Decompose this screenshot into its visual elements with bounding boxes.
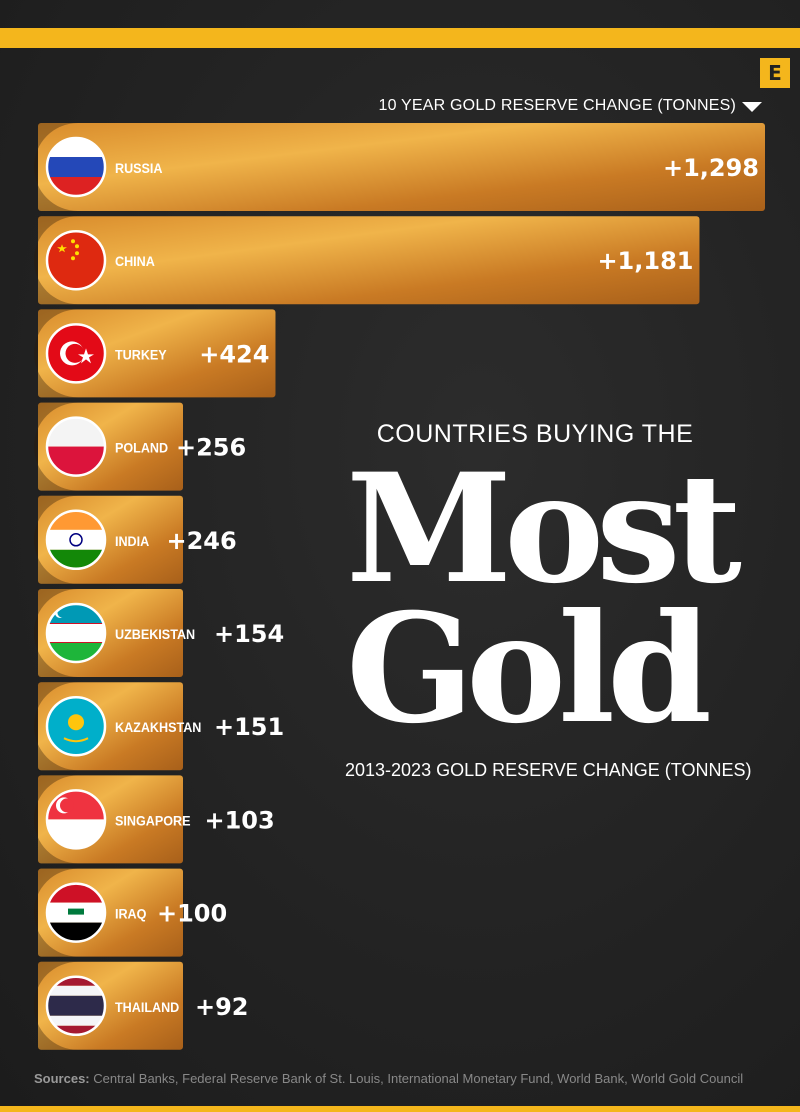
title-main-line2: Gold — [345, 581, 712, 757]
category-label: CHINA — [115, 254, 155, 270]
russia-flag-icon — [45, 136, 107, 198]
bar — [38, 309, 276, 398]
value-label: +424 — [199, 340, 269, 368]
value-label: +246 — [167, 527, 237, 555]
poland-flag-icon — [45, 416, 107, 477]
category-label: RUSSIA — [115, 160, 163, 176]
subtitle: 2013-2023 GOLD RESERVE CHANGE (TONNES) — [345, 760, 752, 780]
bar-row: POLAND +256 — [34, 402, 246, 491]
value-label: +1,181 — [597, 247, 693, 275]
china-flag-icon — [45, 229, 107, 291]
category-label: THAILAND — [115, 999, 180, 1015]
sources-note: Sources: Central Banks, Federal Reserve … — [34, 1071, 743, 1086]
category-label: POLAND — [115, 440, 168, 456]
category-label: UZBEKISTAN — [115, 626, 195, 642]
category-label: KAZAKHSTAN — [115, 720, 201, 736]
title-main-line1: Most — [346, 441, 742, 617]
thailand-flag-icon — [45, 975, 107, 1037]
bar-row: THAILAND +92 — [33, 961, 249, 1050]
singapore-flag-icon — [45, 789, 107, 850]
value-label: +151 — [214, 713, 284, 741]
title-block: COUNTRIES BUYING THE Most Gold — [330, 420, 800, 744]
bar-row: SINGAPORE +103 — [34, 775, 275, 864]
category-label: SINGAPORE — [115, 813, 191, 829]
logo: E — [760, 58, 790, 88]
bar-row: IRAQ +100 — [34, 868, 227, 957]
category-label: INDIA — [115, 533, 150, 549]
bar-row: INDIA +246 — [34, 495, 237, 584]
value-label: +100 — [157, 900, 227, 928]
bar-row: RUSSIA +1,298 — [34, 123, 765, 211]
sources-label: Sources: — [34, 1071, 90, 1086]
iraq-flag-icon — [45, 882, 107, 943]
top-accent-strip — [0, 28, 800, 48]
value-label: +154 — [214, 620, 284, 648]
uzbekistan-flag-icon — [45, 602, 107, 664]
bar-row: KAZAKHSTAN +151 — [34, 682, 284, 771]
sources-text: Central Banks, Federal Reserve Bank of S… — [93, 1071, 744, 1086]
bar-row: CHINA +1,181 — [33, 216, 700, 305]
arrow-down-icon — [742, 102, 762, 112]
title-top: COUNTRIES BUYING THE — [376, 420, 694, 448]
turkey-flag-icon — [45, 323, 107, 384]
value-label: +92 — [195, 993, 249, 1021]
bar-row: TURKEY +424 — [34, 309, 276, 398]
bar-row: UZBEKISTAN +154 — [34, 589, 284, 677]
value-label: +256 — [176, 434, 246, 462]
bar — [38, 216, 700, 305]
india-flag-icon — [45, 509, 107, 571]
kazakhstan-flag-icon — [45, 695, 107, 757]
value-label: +1,298 — [663, 154, 759, 182]
bar — [38, 123, 765, 211]
bottom-accent-strip — [0, 1106, 800, 1112]
category-label: IRAQ — [115, 906, 146, 922]
value-label: +103 — [205, 806, 275, 834]
category-label: TURKEY — [115, 347, 167, 363]
axis-label: 10 YEAR GOLD RESERVE CHANGE (TONNES) — [378, 97, 736, 114]
